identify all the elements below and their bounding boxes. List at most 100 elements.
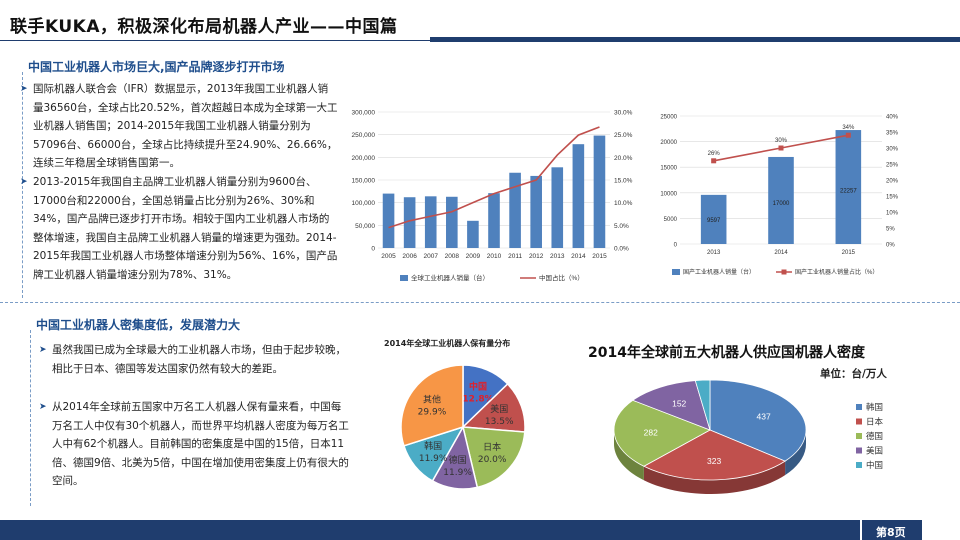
- density-unit: 单位：台/万人: [820, 368, 887, 380]
- bar: [509, 172, 521, 248]
- pie-slice: [461, 382, 526, 433]
- bar: [382, 193, 395, 248]
- pie-slice-label: 中国: [469, 381, 487, 393]
- pie-side-wall: [614, 429, 644, 481]
- legend-label: 韩国: [866, 402, 883, 413]
- bar: [530, 175, 542, 248]
- x-tick-label: 2010: [487, 253, 502, 260]
- pie-slice-value: 11.9%: [443, 468, 472, 478]
- domestic-brand-chart: 0 5000 10000 15000 20000 25000 0% 5% 10% 15% 20% 25…: [660, 115, 899, 277]
- footer-page-box: [862, 520, 922, 540]
- y-tick-label: 150,000: [352, 178, 376, 185]
- y2-tick-label: 40%: [886, 115, 899, 121]
- section1-para2-text: 2013-2015年我国自主品牌工业机器人销量分别为9600台、17000台和2…: [33, 176, 338, 281]
- x-tick-label: 2005: [381, 253, 396, 260]
- legend-swatch-bar: [672, 269, 680, 275]
- pie-slice-label: 美国: [490, 403, 508, 415]
- y2-tick-label: 0.0%: [614, 246, 629, 253]
- y2-tick-label: 0%: [886, 243, 895, 249]
- bullet-arrow-icon: ➤: [39, 402, 47, 412]
- bar: [700, 194, 727, 244]
- y2-tick-label: 20.0%: [614, 155, 633, 162]
- bar: [424, 196, 437, 248]
- y2-tick-label: 5.0%: [614, 223, 629, 230]
- y2-tick-label: 10%: [886, 211, 899, 217]
- pie-slice: [462, 426, 526, 489]
- line-data-label: 34%: [842, 125, 855, 131]
- y-tick-label: 50,000: [355, 223, 375, 230]
- legend-swatch: [856, 462, 862, 468]
- legend-swatch: [856, 404, 862, 410]
- bar: [403, 197, 416, 248]
- section1-heading: 中国工业机器人市场巨大,国产品牌逐步打开市场: [28, 60, 285, 74]
- legend-label: 日本: [866, 417, 884, 428]
- horizontal-divider: [0, 302, 960, 303]
- section2-heading: 中国工业机器人密集度低，发展潜力大: [36, 318, 241, 332]
- y2-tick-label: 15.0%: [614, 178, 633, 185]
- pie-slice-value: 437: [757, 412, 771, 422]
- line-data-label: 26%: [708, 151, 721, 157]
- y-tick-label: 15000: [660, 166, 677, 172]
- y-tick-label: 200,000: [352, 155, 376, 162]
- x-tick-label: 2008: [445, 253, 460, 260]
- pie-slice-value: 30: [693, 370, 703, 372]
- y-tick-label: 10000: [660, 191, 677, 197]
- y-tick-label: 20000: [660, 140, 677, 146]
- pie-slice: [694, 379, 711, 431]
- y2-tick-label: 20%: [886, 179, 899, 185]
- section1-para1-text: 国际机器人联合会（IFR）数据显示，2013年我国工业机器人销量36560台，全…: [33, 83, 338, 169]
- y-tick-label: 0: [371, 246, 375, 253]
- section1-para1: ➤ 国际机器人联合会（IFR）数据显示，2013年我国工业机器人销量36560台…: [20, 80, 338, 173]
- y-tick-label: 300,000: [352, 110, 376, 117]
- bullet-arrow-icon: ➤: [20, 177, 28, 187]
- page-number: 第8页: [876, 526, 906, 539]
- section2-divider: [30, 330, 31, 506]
- legend-label: 美国: [866, 446, 883, 457]
- pie-slice-value: 13.5%: [485, 417, 514, 427]
- pie-chart-title: 2014年全球工业机器人保有量分布: [384, 339, 511, 348]
- pie-slice: [613, 399, 711, 467]
- line-point: [711, 158, 717, 164]
- y-tick-label: 250,000: [352, 132, 376, 139]
- pie-slice-label: 德国: [449, 454, 467, 466]
- section1-para2: ➤ 2013-2015年我国自主品牌工业机器人销量分别为9600台、17000台…: [20, 173, 338, 284]
- y2-tick-label: 25.0%: [614, 132, 633, 139]
- bar: [768, 156, 794, 244]
- line-point: [845, 132, 851, 138]
- y2-tick-label: 10.0%: [614, 200, 633, 207]
- section2-para2: ➤ 从2014年全球前五国家中万名工人机器人保有量来看，中国每万名工人中仅有30…: [39, 398, 350, 491]
- bar-data-label: 17000: [773, 201, 790, 207]
- y-tick-label: 25000: [660, 115, 677, 121]
- x-tick-label: 2015: [592, 253, 607, 260]
- bar: [467, 220, 479, 248]
- legend-label: 德国: [866, 431, 883, 442]
- pie-slice-value: 20.0%: [478, 455, 507, 465]
- pie-slice-value: 11.9%: [419, 454, 448, 464]
- section1-divider: [22, 72, 23, 298]
- footer-bar: [0, 520, 860, 540]
- x-tick-label: 2013: [550, 253, 565, 260]
- line-point: [778, 145, 784, 151]
- series-line: [388, 126, 600, 229]
- legend-label: 中国: [866, 460, 883, 471]
- pie-slice-value: 152: [672, 398, 686, 408]
- x-tick-label: 2011: [508, 253, 522, 260]
- bar-data-label: 22257: [840, 189, 857, 195]
- y2-tick-label: 30.0%: [614, 110, 633, 117]
- x-tick-label: 2014: [571, 253, 586, 260]
- legend-swatch: [856, 433, 862, 439]
- legend-swatch: [856, 447, 862, 454]
- bullet-arrow-icon: ➤: [20, 84, 28, 94]
- global-sales-chart: 0 50,000 100,000 150,000 200,000 250,000 300,0…: [352, 110, 633, 283]
- y2-tick-label: 35%: [886, 131, 899, 137]
- x-tick-label: 2014: [774, 250, 788, 256]
- bar: [446, 196, 458, 248]
- pie-side-wall: [785, 429, 806, 476]
- bullet-arrow-icon: ➤: [39, 345, 47, 355]
- pie-slice-label: 韩国: [424, 440, 442, 452]
- bar-data-label: 9597: [707, 218, 721, 224]
- x-tick-label: 2015: [842, 250, 856, 256]
- legend-label: 国产工业机器人销量占比（%）: [795, 268, 878, 276]
- title-underline: [0, 40, 430, 41]
